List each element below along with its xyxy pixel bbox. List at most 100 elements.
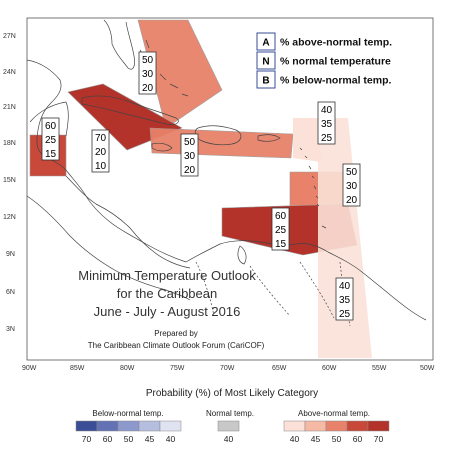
legend-value-above-2: 50 <box>332 434 342 444</box>
lon-tick-90: 90W <box>22 365 37 372</box>
prob-box-belize: 60 25 15 <box>41 117 60 161</box>
legend-swatch-above-1 <box>304 420 327 432</box>
legend-value-below-0: 70 <box>82 434 92 444</box>
legend-swatch-below-4 <box>159 420 182 432</box>
coast-cuba <box>81 95 179 125</box>
coast-jamaica <box>151 142 173 152</box>
map-title: Minimum Temperature Outlook for the Cari… <box>78 268 264 350</box>
key-letter-a: A <box>262 38 269 49</box>
prob-below: 10 <box>95 161 107 172</box>
prob-above: 50 <box>142 55 154 66</box>
legend-value-normal-0: 40 <box>224 434 234 444</box>
title-prepared: Prepared by <box>154 329 198 338</box>
coast-puerto-rico <box>257 134 281 142</box>
prob-below: 25 <box>339 309 351 320</box>
legend-below-label: Below-normal temp. <box>92 409 163 418</box>
lat-tick-15: 15N <box>3 177 16 184</box>
lon-tick-75: 75W <box>170 365 185 372</box>
lon-tick-50: 50W <box>420 365 435 372</box>
title-line-1: Minimum Temperature Outlook <box>78 268 256 283</box>
legend-value-below-4: 40 <box>166 434 176 444</box>
prob-below: 20 <box>346 195 358 206</box>
legend-swatch-above-3 <box>346 420 369 432</box>
prob-below: 15 <box>275 239 287 250</box>
coast-lake-maracaibo <box>237 245 247 265</box>
lat-tick-27: 27N <box>3 33 16 40</box>
prob-box-greater-antilles: 50 30 20 <box>180 133 199 177</box>
lon-tick-55: 55W <box>372 365 387 372</box>
lon-tick-85: 85W <box>70 365 85 372</box>
legend-swatch-below-1 <box>96 420 119 432</box>
prob-below: 20 <box>184 165 196 176</box>
probability-boxes: 50 30 20 60 25 15 70 20 10 50 30 20 40 3… <box>41 51 361 321</box>
coast-yucatan <box>29 101 69 137</box>
key-text-n: % normal temperature <box>280 56 391 68</box>
lat-tick-12: 12N <box>3 214 16 221</box>
coast-mexico <box>26 59 187 263</box>
coast-south-america <box>185 240 427 321</box>
key-text-b: % below-normal temp. <box>280 75 392 87</box>
prob-above: 50 <box>184 137 196 148</box>
lon-tick-65: 65W <box>272 365 287 372</box>
legend-swatch-below-0 <box>75 420 98 432</box>
prob-above: 50 <box>346 167 358 178</box>
lon-tick-80: 80W <box>120 365 135 372</box>
legend-value-below-3: 45 <box>145 434 155 444</box>
lon-tick-60: 60W <box>322 365 337 372</box>
key-letter-b: B <box>262 76 269 87</box>
coast-central-america <box>65 175 191 269</box>
coast-central-america-pacific <box>26 195 191 301</box>
lat-tick-9: 9N <box>6 251 15 258</box>
prob-below: 20 <box>142 83 154 94</box>
probability-legend: Probability (%) of Most Likely Category … <box>75 388 390 444</box>
region-bahamas <box>137 19 223 129</box>
legend-swatches: 70 60 50 45 40 40 40 45 50 60 70 <box>75 420 390 444</box>
prob-above: 60 <box>275 211 287 222</box>
prob-above: 40 <box>321 105 333 116</box>
legend-title: Probability (%) of Most Likely Category <box>146 388 318 399</box>
legend-swatch-above-0 <box>283 420 306 432</box>
legend-swatch-above-2 <box>325 420 348 432</box>
longitude-axis: 90W 85W 80W 75W 70W 65W 60W 55W 50W <box>22 365 435 372</box>
prob-above: 40 <box>339 281 351 292</box>
prob-box-southern-caribbean: 60 25 15 <box>271 207 290 251</box>
legend-swatch-below-2 <box>117 420 140 432</box>
coastlines <box>26 19 427 327</box>
legend-value-below-2: 50 <box>124 434 134 444</box>
title-org: The Caribbean Climate Outlook Forum (Car… <box>88 341 265 350</box>
region-virgin-islands <box>293 118 321 162</box>
prob-normal: 25 <box>45 135 57 146</box>
prob-below: 15 <box>45 149 57 160</box>
prob-above: 60 <box>45 121 57 132</box>
key-letter-n: N <box>262 57 269 68</box>
region-guianas <box>318 118 372 358</box>
outlook-regions <box>29 19 372 358</box>
legend-value-above-3: 60 <box>353 434 363 444</box>
lat-tick-24: 24N <box>3 69 16 76</box>
prob-normal: 30 <box>346 181 358 192</box>
coast-florida <box>103 19 135 70</box>
lat-tick-21: 21N <box>3 104 16 111</box>
key-text-a: % above-normal temp. <box>280 37 392 49</box>
lat-tick-18: 18N <box>3 140 16 147</box>
prob-normal: 20 <box>95 147 107 158</box>
title-line-2: for the Caribbean <box>117 286 217 301</box>
legend-swatch-above-4 <box>367 420 390 432</box>
legend-swatch-normal-0 <box>217 420 240 432</box>
prob-above: 70 <box>95 133 107 144</box>
lat-tick-6: 6N <box>6 289 15 296</box>
legend-above-label: Above-normal temp. <box>298 409 370 418</box>
prob-box-bahamas: 50 30 20 <box>138 51 157 95</box>
title-line-3: June - July - August 2016 <box>94 304 241 319</box>
prob-box-virgin-islands: 40 35 25 <box>317 101 336 145</box>
prob-below: 25 <box>321 133 333 144</box>
prob-box-eastern-caribbean: 50 30 20 <box>342 163 361 207</box>
category-key: A % above-normal temp. N % normal temper… <box>256 32 392 89</box>
legend-normal-label: Normal temp. <box>206 409 254 418</box>
lat-tick-3: 3N <box>6 326 15 333</box>
latitude-axis: 27N 24N 21N 18N 15N 12N 9N 6N 3N <box>3 33 16 333</box>
prob-normal: 25 <box>275 225 287 236</box>
prob-box-central-caribbean: 70 20 10 <box>91 129 110 173</box>
prob-normal: 30 <box>142 69 154 80</box>
